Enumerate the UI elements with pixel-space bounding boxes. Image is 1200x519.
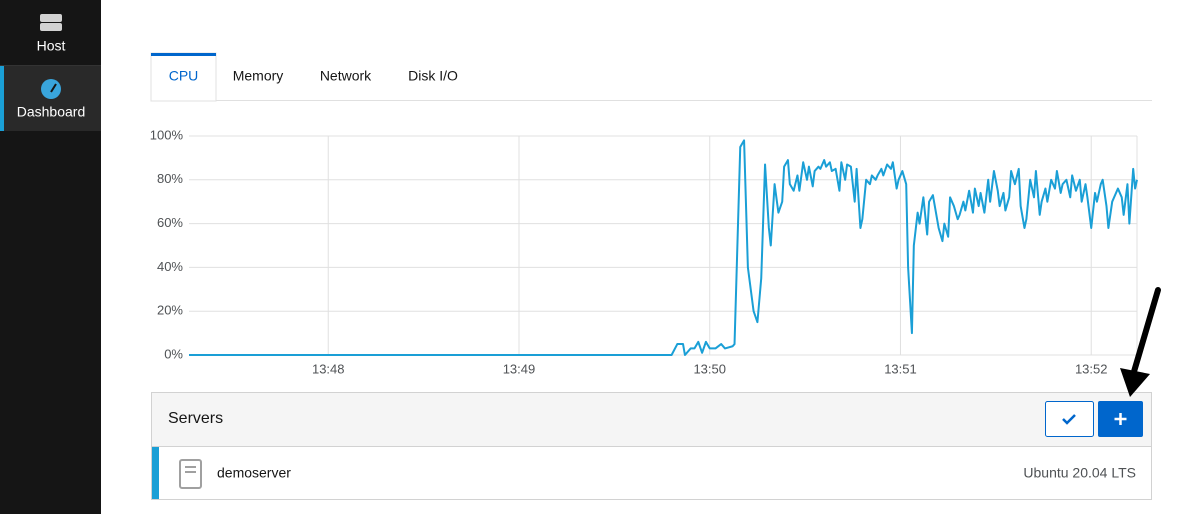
- row-indicator: [152, 447, 159, 499]
- panel-header: [152, 393, 1151, 446]
- plus-icon: [1114, 413, 1127, 425]
- server-os: Ubuntu 20.04 LTS: [1023, 465, 1136, 481]
- nav-item[interactable]: [0, 0, 101, 65]
- server-icon: [179, 459, 202, 489]
- x-tick-label: 13:50: [693, 361, 726, 376]
- y-tick-label: 20%: [157, 303, 183, 318]
- annotation-arrowhead: [1120, 368, 1150, 397]
- server-name[interactable]: demoserver: [217, 465, 291, 481]
- annotation-arrow: [1130, 287, 1161, 378]
- y-tick-label: 60%: [157, 215, 183, 230]
- host-icon: [40, 23, 62, 31]
- active-indicator: [0, 66, 4, 131]
- y-tick-label: 100%: [150, 127, 184, 142]
- dashboard-icon: [50, 83, 57, 93]
- tabs: CPU Memory Network Disk I/O: [150, 52, 458, 102]
- nav-label: Dashboard: [17, 104, 86, 120]
- y-tick-label: 40%: [157, 259, 183, 274]
- x-tick-label: 13:52: [1075, 361, 1108, 376]
- nav-host[interactable]: Host: [0, 0, 101, 65]
- tab[interactable]: Memory: [233, 68, 284, 84]
- check-icon: [1062, 414, 1076, 425]
- nav-label: Host: [37, 38, 66, 54]
- x-tick-label: 13:51: [884, 361, 917, 376]
- servers-panel: Servers demoserver Ubuntu 20.04 LTS: [151, 392, 1152, 500]
- tab[interactable]: Network: [320, 68, 372, 84]
- tab[interactable]: CPU: [169, 68, 199, 84]
- tab-active-border: [151, 53, 216, 56]
- y-tick-label: 80%: [157, 171, 183, 186]
- host-icon: [40, 14, 62, 22]
- x-tick-label: 13:48: [312, 361, 345, 376]
- tab-active-bg: [150, 52, 217, 102]
- server-icon: [185, 466, 196, 473]
- y-tick-label: 0%: [164, 346, 183, 361]
- panel-title: Servers: [168, 410, 223, 427]
- cpu-chart: 0% 20% 40% 60% 80% 100% 13:48 13:49 13:50 13:51 13…: [150, 127, 1138, 376]
- x-tick-label: 13:49: [503, 361, 536, 376]
- nav-dashboard[interactable]: Dashboard: [0, 66, 101, 131]
- tab[interactable]: Disk I/O: [408, 68, 458, 84]
- dashboard-icon: [41, 79, 61, 99]
- cpu-line: [189, 139, 1138, 356]
